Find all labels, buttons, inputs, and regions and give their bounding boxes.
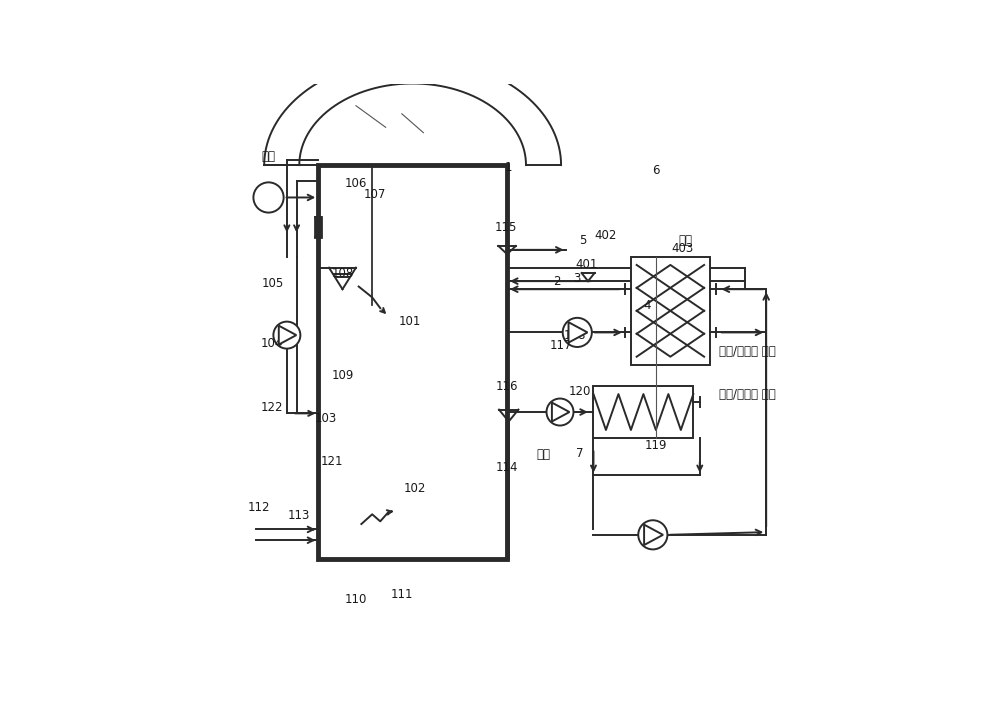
Text: 106: 106 [345,177,367,191]
Text: 105: 105 [261,278,283,290]
Text: 110: 110 [345,593,367,606]
Text: 403: 403 [671,243,694,255]
Text: 2: 2 [553,275,561,287]
Polygon shape [279,326,296,345]
Text: 117: 117 [550,339,572,353]
Text: 4: 4 [644,299,651,312]
Text: 1: 1 [504,161,512,175]
Text: 111: 111 [391,587,413,601]
Text: 116: 116 [496,380,518,393]
Text: 121: 121 [320,456,343,468]
Text: 3: 3 [574,272,581,285]
Circle shape [563,318,592,347]
Text: 出水: 出水 [679,234,693,247]
Text: 119: 119 [644,440,667,452]
Text: 122: 122 [261,402,284,414]
Text: 108: 108 [331,266,354,280]
Bar [593,386,693,437]
Text: 进料: 进料 [262,151,276,163]
Text: 7: 7 [576,447,584,461]
Text: 112: 112 [248,501,270,515]
Circle shape [638,520,667,550]
Text: 热水/冷却水 进水: 热水/冷却水 进水 [719,388,775,401]
Text: 118: 118 [563,329,586,341]
Circle shape [253,182,284,212]
Circle shape [547,399,573,426]
Bar [631,257,710,365]
Text: 114: 114 [496,461,518,474]
Text: 115: 115 [494,221,517,233]
Text: 102: 102 [404,482,427,496]
Text: 5: 5 [579,234,586,247]
Polygon shape [569,322,587,343]
Text: 113: 113 [288,510,310,522]
Circle shape [273,322,300,348]
Text: 6: 6 [652,164,659,177]
Text: 109: 109 [331,369,354,382]
Text: 401: 401 [575,259,598,271]
Text: 402: 402 [594,229,617,242]
Bar [318,165,507,559]
Polygon shape [552,402,569,421]
Text: 107: 107 [364,189,386,201]
Polygon shape [644,524,663,545]
Text: 101: 101 [399,315,421,328]
Text: 103: 103 [315,412,337,426]
Text: 120: 120 [569,386,591,398]
Text: 沼气: 沼气 [537,448,551,461]
Text: 热水/冷却水 回水: 热水/冷却水 回水 [719,345,775,358]
Text: 104: 104 [261,336,283,350]
